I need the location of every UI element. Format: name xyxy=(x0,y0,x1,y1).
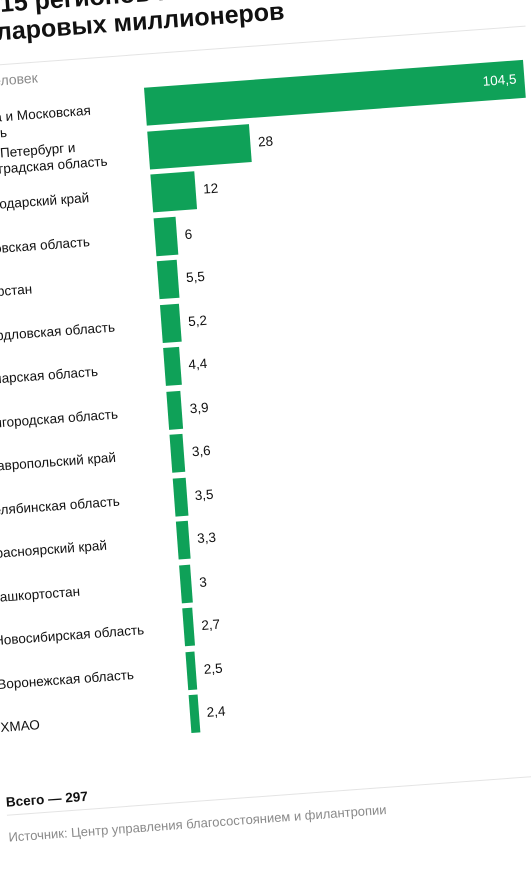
value-label: 28 xyxy=(257,132,274,150)
bar xyxy=(172,477,189,517)
value-label: 2,5 xyxy=(203,660,224,677)
value-label: 5,2 xyxy=(187,312,208,329)
category-label: Ростовская область xyxy=(0,233,91,258)
bar xyxy=(179,564,193,603)
bar xyxy=(175,520,191,560)
value-label: 2,7 xyxy=(200,616,221,633)
value-label: 12 xyxy=(202,180,219,197)
total-label: Всего — 297 xyxy=(5,788,89,810)
bar xyxy=(185,651,198,690)
category-label: Санкт-Петербург и Ленинградская область xyxy=(0,139,108,179)
chart-unit-label: Тыс. человек xyxy=(0,69,39,92)
category-label: Новосибирская область xyxy=(0,622,145,649)
value-label: 3,6 xyxy=(191,442,212,460)
bar xyxy=(159,303,182,343)
bar xyxy=(153,216,179,256)
bar xyxy=(156,259,180,300)
value-label: 3,9 xyxy=(189,399,210,416)
value-label: 6 xyxy=(184,226,193,242)
value-label: 5,5 xyxy=(185,268,206,286)
category-label: Воронежская область xyxy=(0,666,135,692)
bar xyxy=(144,59,526,126)
chart-card: Топ-15 регионов России по числу долларов… xyxy=(0,0,531,845)
bar xyxy=(163,346,182,386)
category-label: Татарстан xyxy=(0,281,33,302)
category-label: Краснодарский край xyxy=(0,190,90,215)
category-label: ХМАО xyxy=(0,717,41,735)
source-note: Источник: Центр управления благосостояни… xyxy=(7,801,387,845)
value-label: 3,3 xyxy=(196,529,217,547)
value-label: 3 xyxy=(198,573,208,590)
bar xyxy=(182,607,195,647)
chart-title: Топ-15 регионов России по числу долларов… xyxy=(0,0,286,50)
category-label: Красноярский край xyxy=(0,537,108,562)
category-label: Самарская область xyxy=(0,363,99,388)
category-label: Белгородская область xyxy=(0,406,119,432)
bar xyxy=(188,694,201,733)
value-label: 2,4 xyxy=(206,703,226,720)
value-label: 3,5 xyxy=(194,486,214,503)
category-label: Свердловская область xyxy=(0,319,116,345)
bar xyxy=(147,123,252,170)
bar xyxy=(150,171,197,213)
bar xyxy=(169,433,186,473)
category-label: Челябинская область xyxy=(0,493,121,519)
value-label: 4,4 xyxy=(187,355,208,373)
category-label: Башкортостан xyxy=(0,583,81,605)
category-label: Ставропольский край xyxy=(0,449,117,475)
bar xyxy=(166,390,184,430)
